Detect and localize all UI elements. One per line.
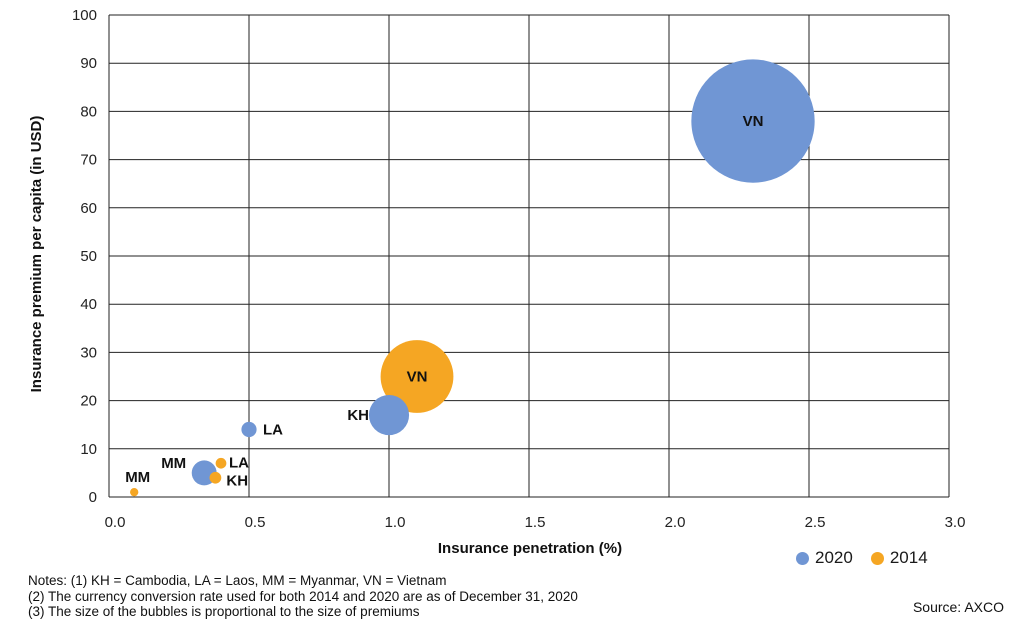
bubble-2020-vn: [691, 59, 815, 183]
legend-item-2020: 2020: [796, 548, 853, 568]
notes: Notes: (1) KH = Cambodia, LA = Laos, MM …: [28, 573, 578, 620]
y-tick-label: 60: [80, 200, 97, 217]
y-tick-label: 100: [72, 7, 97, 24]
y-tick-label: 90: [80, 55, 97, 72]
y-tick-label: 30: [80, 344, 97, 361]
legend: 2020 2014: [796, 548, 928, 568]
y-tick-label: 40: [80, 296, 97, 313]
x-tick-label: 0.5: [245, 514, 266, 531]
legend-item-2014: 2014: [870, 548, 928, 568]
x-axis-ticks: 0.0 0.5 1.0 1.5 2.0 2.5 3.0: [105, 514, 966, 531]
bubble-2020-la: [241, 421, 257, 438]
bubble-label-2014-kh: KH: [226, 473, 248, 490]
bubble-2014-kh: [209, 471, 222, 484]
y-axis-ticks: 0 10 20 30 40 50 60 70 80 90 100: [72, 7, 97, 506]
bubble-labels: VN KH LA MM VN LA KH MM: [125, 113, 763, 490]
y-axis-title: Insurance premium per capita (in USD): [28, 116, 45, 393]
bubble-label-2014-vn: VN: [407, 369, 428, 386]
y-tick-label: 70: [80, 152, 97, 169]
note-2: (2) The currency conversion rate used fo…: [28, 588, 578, 604]
bubble-label-2014-mm: MM: [125, 469, 150, 486]
bubbles: [130, 59, 815, 497]
bubble-label-2020-mm: MM: [161, 455, 186, 472]
note-1: Notes: (1) KH = Cambodia, LA = Laos, MM …: [28, 573, 447, 588]
bubble-label-2020-vn: VN: [743, 113, 764, 130]
y-tick-label: 80: [80, 103, 97, 120]
y-tick-label: 50: [80, 248, 97, 265]
source-text: Source: AXCO: [912, 599, 1004, 615]
bubble-2020-kh: [368, 394, 410, 436]
x-axis-title: Insurance penetration (%): [438, 540, 622, 557]
legend-swatch-2014: [870, 551, 884, 565]
legend-swatch-2020: [796, 551, 809, 565]
bubble-label-2020-kh: KH: [347, 407, 369, 424]
legend-label-2020: 2020: [815, 548, 853, 567]
bubble-2014-mm: [130, 488, 139, 497]
y-tick-label: 20: [80, 393, 97, 410]
bubble-2014-la: [215, 457, 227, 469]
gridlines: [108, 14, 950, 498]
note-3: (3) The size of the bubbles is proportio…: [28, 604, 420, 619]
legend-label-2014: 2014: [889, 548, 928, 567]
x-tick-label: 2.5: [805, 514, 826, 531]
y-tick-label: 0: [89, 489, 97, 506]
bubble-label-2014-la: LA: [229, 454, 249, 471]
x-tick-label: 1.0: [385, 514, 406, 531]
x-tick-label: 1.5: [525, 514, 546, 531]
x-tick-label: 3.0: [945, 514, 966, 531]
y-tick-label: 10: [80, 441, 97, 458]
x-tick-label: 0.0: [105, 514, 126, 531]
bubble-2014-vn: [380, 340, 454, 413]
x-tick-label: 2.0: [665, 514, 686, 531]
bubble-label-2020-la: LA: [263, 422, 283, 439]
